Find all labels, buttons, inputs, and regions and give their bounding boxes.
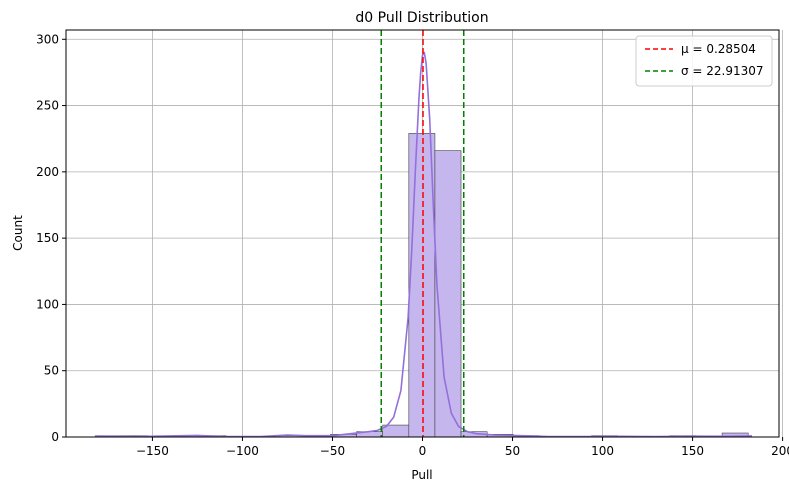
x-tick-label: 100 xyxy=(591,444,614,458)
x-tick-label: 200 xyxy=(771,444,789,458)
histogram-bar xyxy=(408,133,436,438)
y-tick-label: 250 xyxy=(36,99,59,113)
x-tick-label: −50 xyxy=(320,444,345,458)
x-tick-label: 0 xyxy=(419,444,427,458)
legend: μ = 0.28504 σ = 22.91307 xyxy=(635,35,773,87)
axis-ticks: −150 −100 −50 0 50 100 150 200 0 50 100 150 200 250 30… xyxy=(36,32,789,458)
y-tick-label: 0 xyxy=(51,430,59,444)
x-tick-label: 150 xyxy=(681,444,704,458)
y-tick-label: 100 xyxy=(36,297,59,311)
reference-lines xyxy=(380,30,465,437)
y-tick-label: 50 xyxy=(44,364,59,378)
y-axis-label: Count xyxy=(11,215,25,251)
y-tick-label: 200 xyxy=(36,165,59,179)
chart-title: d0 Pull Distribution xyxy=(355,10,488,26)
x-tick-label: −150 xyxy=(136,444,169,458)
y-tick-label: 150 xyxy=(36,231,59,245)
legend-label-sigma: σ = 22.91307 xyxy=(681,64,764,78)
x-tick-label: 50 xyxy=(505,444,520,458)
histogram-bar xyxy=(434,150,462,438)
legend-label-mu: μ = 0.28504 xyxy=(681,42,756,56)
x-tick-label: −100 xyxy=(226,444,259,458)
kde-line xyxy=(94,51,753,438)
kde-curve xyxy=(94,51,753,438)
y-tick-label: 300 xyxy=(36,32,59,46)
x-axis-label: Pull xyxy=(411,468,432,482)
